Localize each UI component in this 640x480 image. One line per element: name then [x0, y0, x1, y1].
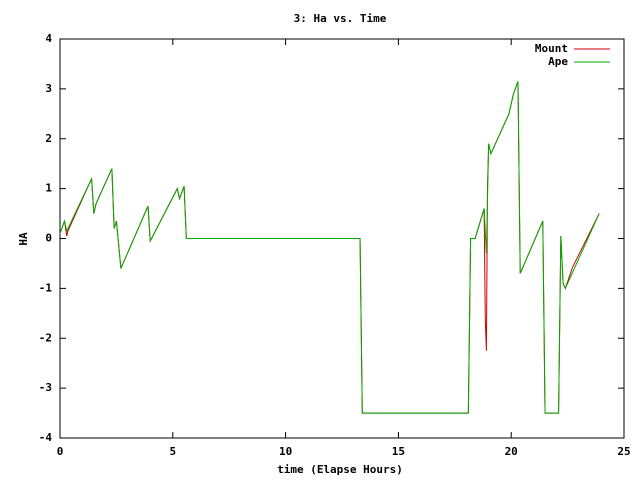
y-tick-label: 0: [45, 232, 52, 245]
x-tick-label: 5: [169, 445, 176, 458]
y-axis-label: HA: [17, 232, 30, 246]
y-tick-label: 2: [45, 132, 52, 145]
x-axis-label: time (Elapse Hours): [277, 463, 403, 476]
x-tick-label: 25: [617, 445, 630, 458]
y-tick-label: -1: [39, 281, 53, 294]
y-tick-label: 1: [45, 182, 52, 195]
x-tick-label: 0: [57, 445, 64, 458]
y-tick-label: -3: [39, 381, 52, 394]
legend-label: Ape: [548, 55, 568, 68]
chart-title: 3: Ha vs. Time: [294, 12, 387, 25]
x-tick-label: 15: [392, 445, 405, 458]
x-tick-label: 20: [505, 445, 518, 458]
series-line: [59, 81, 600, 414]
x-tick-label: 10: [279, 445, 292, 458]
y-tick-label: -4: [39, 431, 53, 444]
legend-label: Mount: [535, 42, 568, 55]
y-tick-label: 3: [45, 82, 52, 95]
y-tick-label: -2: [39, 331, 52, 344]
y-tick-label: 4: [45, 32, 52, 45]
